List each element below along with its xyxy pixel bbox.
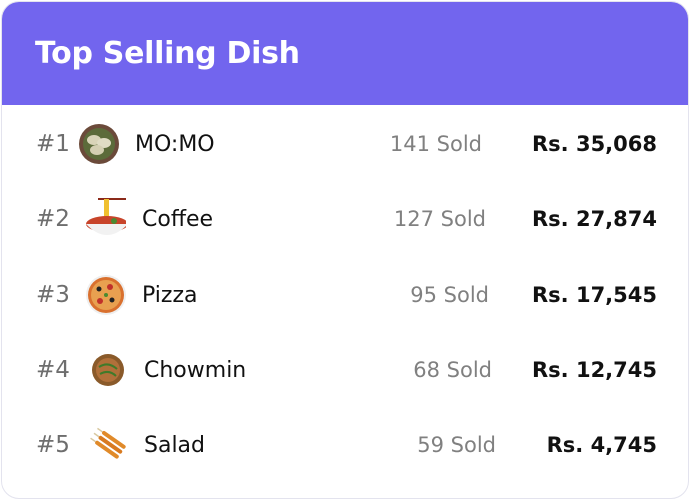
noodle-bowl-icon: [84, 198, 126, 240]
dish-name: MO:MO: [135, 131, 215, 157]
revenue: Rs. 4,745: [546, 433, 657, 457]
sold-count: 127 Sold: [393, 207, 486, 231]
rank: #3: [36, 282, 70, 308]
chowmin-icon: [91, 353, 125, 387]
sold-count: 95 Sold: [410, 283, 489, 307]
dish-row[interactable]: #2 Coffee 127 Sold Rs. 27,874: [2, 198, 688, 240]
rank: #5: [36, 432, 70, 458]
dish-name: Chowmin: [144, 357, 247, 383]
sold-count: 59 Sold: [417, 433, 496, 457]
dish-row[interactable]: #4 Chowmin 68 Sold Rs. 12,745: [2, 350, 688, 390]
dish-row[interactable]: #1 MO:MO 141 Sold Rs. 35,068: [2, 124, 688, 164]
momo-plate-icon: [78, 123, 120, 165]
sold-count: 141 Sold: [389, 132, 482, 156]
dish-name: Pizza: [142, 282, 198, 308]
rank: #2: [36, 206, 70, 232]
card-title: Top Selling Dish: [35, 36, 300, 71]
revenue: Rs. 35,068: [532, 132, 657, 156]
rank: #4: [36, 357, 70, 383]
dish-row[interactable]: #3 Pizza 95 Sold Rs. 17,545: [2, 275, 688, 315]
pizza-icon: [85, 274, 127, 316]
dish-name: Coffee: [142, 206, 214, 232]
corn-dog-icon: [88, 424, 130, 466]
revenue: Rs. 17,545: [532, 283, 657, 307]
sold-count: 68 Sold: [413, 358, 492, 382]
rank: #1: [36, 131, 70, 157]
dish-row[interactable]: #5 Salad 59 Sold Rs. 4,745: [2, 425, 688, 465]
dish-name: Salad: [144, 432, 206, 458]
revenue: Rs. 27,874: [532, 207, 657, 231]
revenue: Rs. 12,745: [532, 358, 657, 382]
card-header: Top Selling Dish: [2, 2, 688, 105]
